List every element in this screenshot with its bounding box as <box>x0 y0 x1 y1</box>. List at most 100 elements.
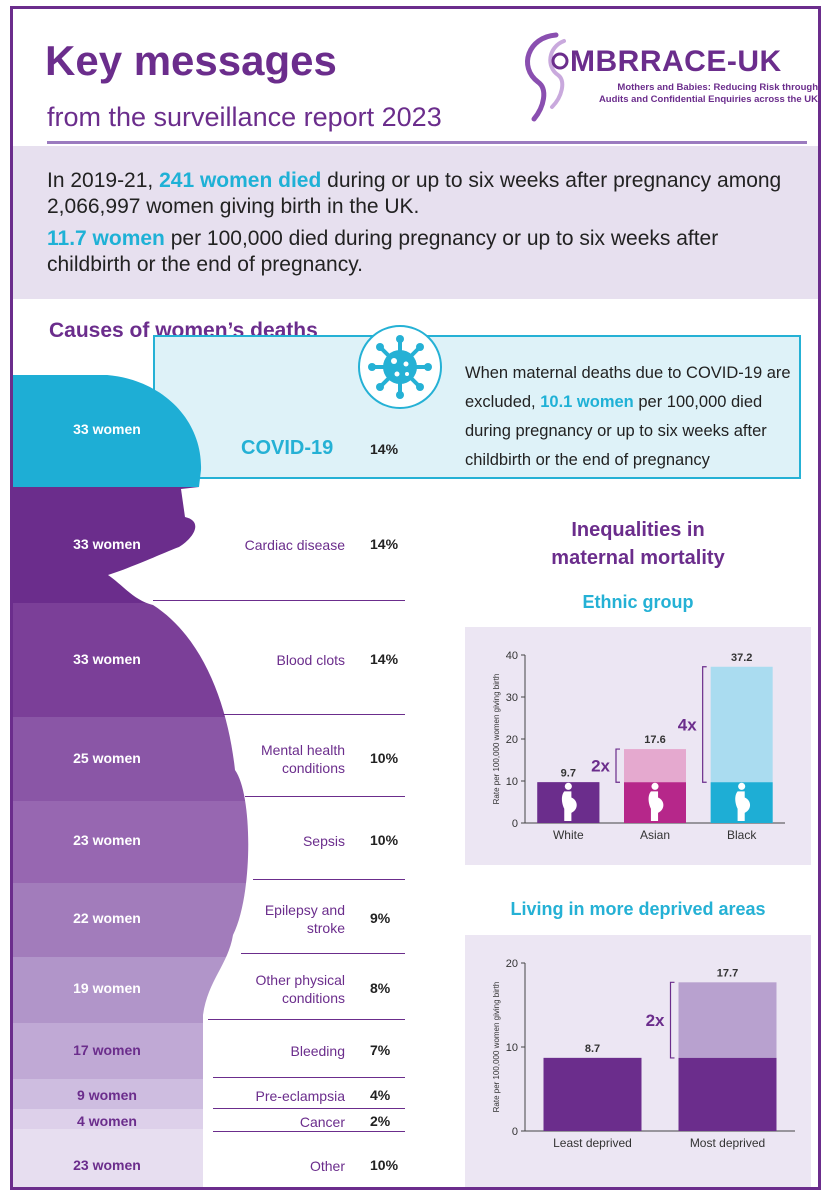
cause-percentage: 7% <box>370 1042 391 1058</box>
row-divider <box>223 714 405 715</box>
cause-percentage: 14% <box>370 441 399 457</box>
ratio-annotation: 4x <box>678 716 697 735</box>
deprivation-chart-title: Living in more deprived areas <box>510 899 766 919</box>
row-divider <box>153 600 405 601</box>
y-tick-label: 10 <box>506 776 518 788</box>
women-count: 23 women <box>73 832 141 848</box>
data-label: 37.2 <box>731 652 752 664</box>
x-tick-label: Black <box>727 828 757 842</box>
women-count: 23 women <box>73 1157 141 1173</box>
cause-percentage: 4% <box>370 1087 391 1103</box>
ratio-annotation: 2x <box>591 757 610 776</box>
summary-band: In 2019-21, 241 women died during or up … <box>13 146 818 299</box>
logo-tagline-line-1: Mothers and Babies: Reducing Risk throug… <box>617 82 818 93</box>
y-tick-label: 20 <box>506 958 518 970</box>
row-divider <box>253 879 405 880</box>
row-divider <box>208 1019 405 1020</box>
summary-text: per 100,000 died during pregnancy or up … <box>47 227 719 276</box>
data-label: 17.7 <box>717 967 738 979</box>
pregnant-woman-silhouette <box>13 375 249 1187</box>
women-count: 33 women <box>73 651 141 667</box>
y-tick-label: 0 <box>512 1126 518 1138</box>
note-highlight-rate: 10.1 women <box>540 393 634 411</box>
page-subtitle: from the surveillance report 2023 <box>47 102 442 132</box>
women-count: 22 women <box>73 910 141 926</box>
mbrrace-logo: MBRRACE-UK Mothers and Babies: Reducing … <box>508 27 818 127</box>
cause-label-line: Other physical <box>255 972 345 988</box>
x-tick-label: White <box>553 828 584 842</box>
cause-percentage: 9% <box>370 910 391 926</box>
woman-figure-icon <box>648 782 664 821</box>
y-tick-label: 0 <box>512 818 518 830</box>
women-count: 25 women <box>73 750 141 766</box>
woman-figure-icon <box>735 782 751 821</box>
y-axis-label: Rate per 100,000 women giving birth <box>492 674 501 805</box>
cause-label: Pre-eclampsia <box>255 1088 345 1104</box>
women-count: 17 women <box>73 1042 141 1058</box>
women-count: 33 women <box>73 421 141 437</box>
logo-tagline-line-2: Audits and Confidential Enquiries across… <box>598 94 818 105</box>
inequalities-heading: Inequalities in maternal mortality <box>503 516 773 572</box>
x-tick-label: Most deprived <box>690 1136 765 1150</box>
summary-text: In 2019-21, <box>47 169 160 192</box>
woman-figure-icon <box>561 782 577 821</box>
summary-highlight-deaths: 241 women died <box>159 169 322 192</box>
ratio-bracket <box>669 981 675 1059</box>
cause-percentage: 10% <box>370 750 399 766</box>
ratio-annotation: 2x <box>646 1011 665 1030</box>
page-title: Key messages <box>45 37 337 84</box>
inequalities-heading-line: maternal mortality <box>551 547 725 569</box>
cause-percentage: 14% <box>370 536 399 552</box>
y-tick-label: 10 <box>506 1042 518 1054</box>
cause-percentage: 10% <box>370 832 399 848</box>
summary-highlight-rate: 11.7 women <box>47 227 165 250</box>
x-tick-label: Asian <box>640 828 670 842</box>
cause-label: Epilepsy and stroke <box>265 901 345 937</box>
row-divider <box>213 1131 405 1132</box>
data-label: 8.7 <box>585 1043 600 1055</box>
row-divider <box>213 1108 405 1109</box>
cause-percentage: 8% <box>370 980 391 996</box>
virus-icon <box>368 335 432 399</box>
cause-percentage: 2% <box>370 1113 391 1129</box>
row-divider <box>241 953 405 954</box>
cause-label: Bleeding <box>290 1043 346 1059</box>
cause-label: Cancer <box>299 1114 345 1130</box>
cause-label-line: conditions <box>281 990 345 1006</box>
cause-label-covid: COVID-19 <box>241 437 334 459</box>
cause-label-line: Epilepsy and <box>264 902 345 918</box>
women-count: 4 women <box>77 1113 137 1129</box>
cause-label: Mental health conditions <box>261 741 345 777</box>
cause-label: Other physical conditions <box>256 971 345 1007</box>
cause-label-line: stroke <box>306 920 345 936</box>
y-axis-label: Rate per 100,000 women giving birth <box>492 982 501 1113</box>
y-tick-label: 20 <box>506 734 518 746</box>
cause-label: Sepsis <box>302 833 345 849</box>
cause-percentage: 14% <box>370 651 399 667</box>
summary-text: during or up to six weeks after pregnanc… <box>47 169 782 218</box>
bar-base-segment <box>543 1057 642 1131</box>
title-divider <box>47 141 807 144</box>
ratio-bracket <box>702 666 707 783</box>
note-text: When maternal deaths due to COVID-19 are… <box>465 364 791 411</box>
data-label: 9.7 <box>561 767 576 779</box>
cause-label-line: Mental health <box>260 742 345 758</box>
women-count: 33 women <box>73 536 141 552</box>
y-tick-label: 40 <box>506 650 518 662</box>
cause-percentage: 10% <box>370 1157 399 1173</box>
deprivation-chart-svg: 0 10 20 Rate per 100,000 women giving birth… <box>492 958 795 1150</box>
deprivation-chart: 0 10 20 Rate per 100,000 women giving birth… <box>465 935 811 1187</box>
women-count: 9 women <box>77 1087 137 1103</box>
summary-line-1: In 2019-21, 241 women died during or up … <box>47 168 797 220</box>
cause-label: Cardiac disease <box>244 537 345 553</box>
note-text: per 100,000 died during pregnancy or up … <box>465 393 767 469</box>
ethnic-group-chart: 0 10 20 30 40 Rate per 100,000 women giving b… <box>465 627 811 865</box>
ratio-bracket <box>615 748 620 783</box>
ethnic-group-chart-svg: 0 10 20 30 40 Rate per 100,000 women giving b… <box>492 650 785 842</box>
data-label: 17.6 <box>644 734 665 746</box>
bar-base-segment <box>678 1057 777 1131</box>
cause-label: Other <box>309 1158 345 1174</box>
inequalities-heading-line: Inequalities in <box>571 519 705 541</box>
y-tick-label: 30 <box>506 692 518 704</box>
covid-virus-icon <box>358 325 442 409</box>
